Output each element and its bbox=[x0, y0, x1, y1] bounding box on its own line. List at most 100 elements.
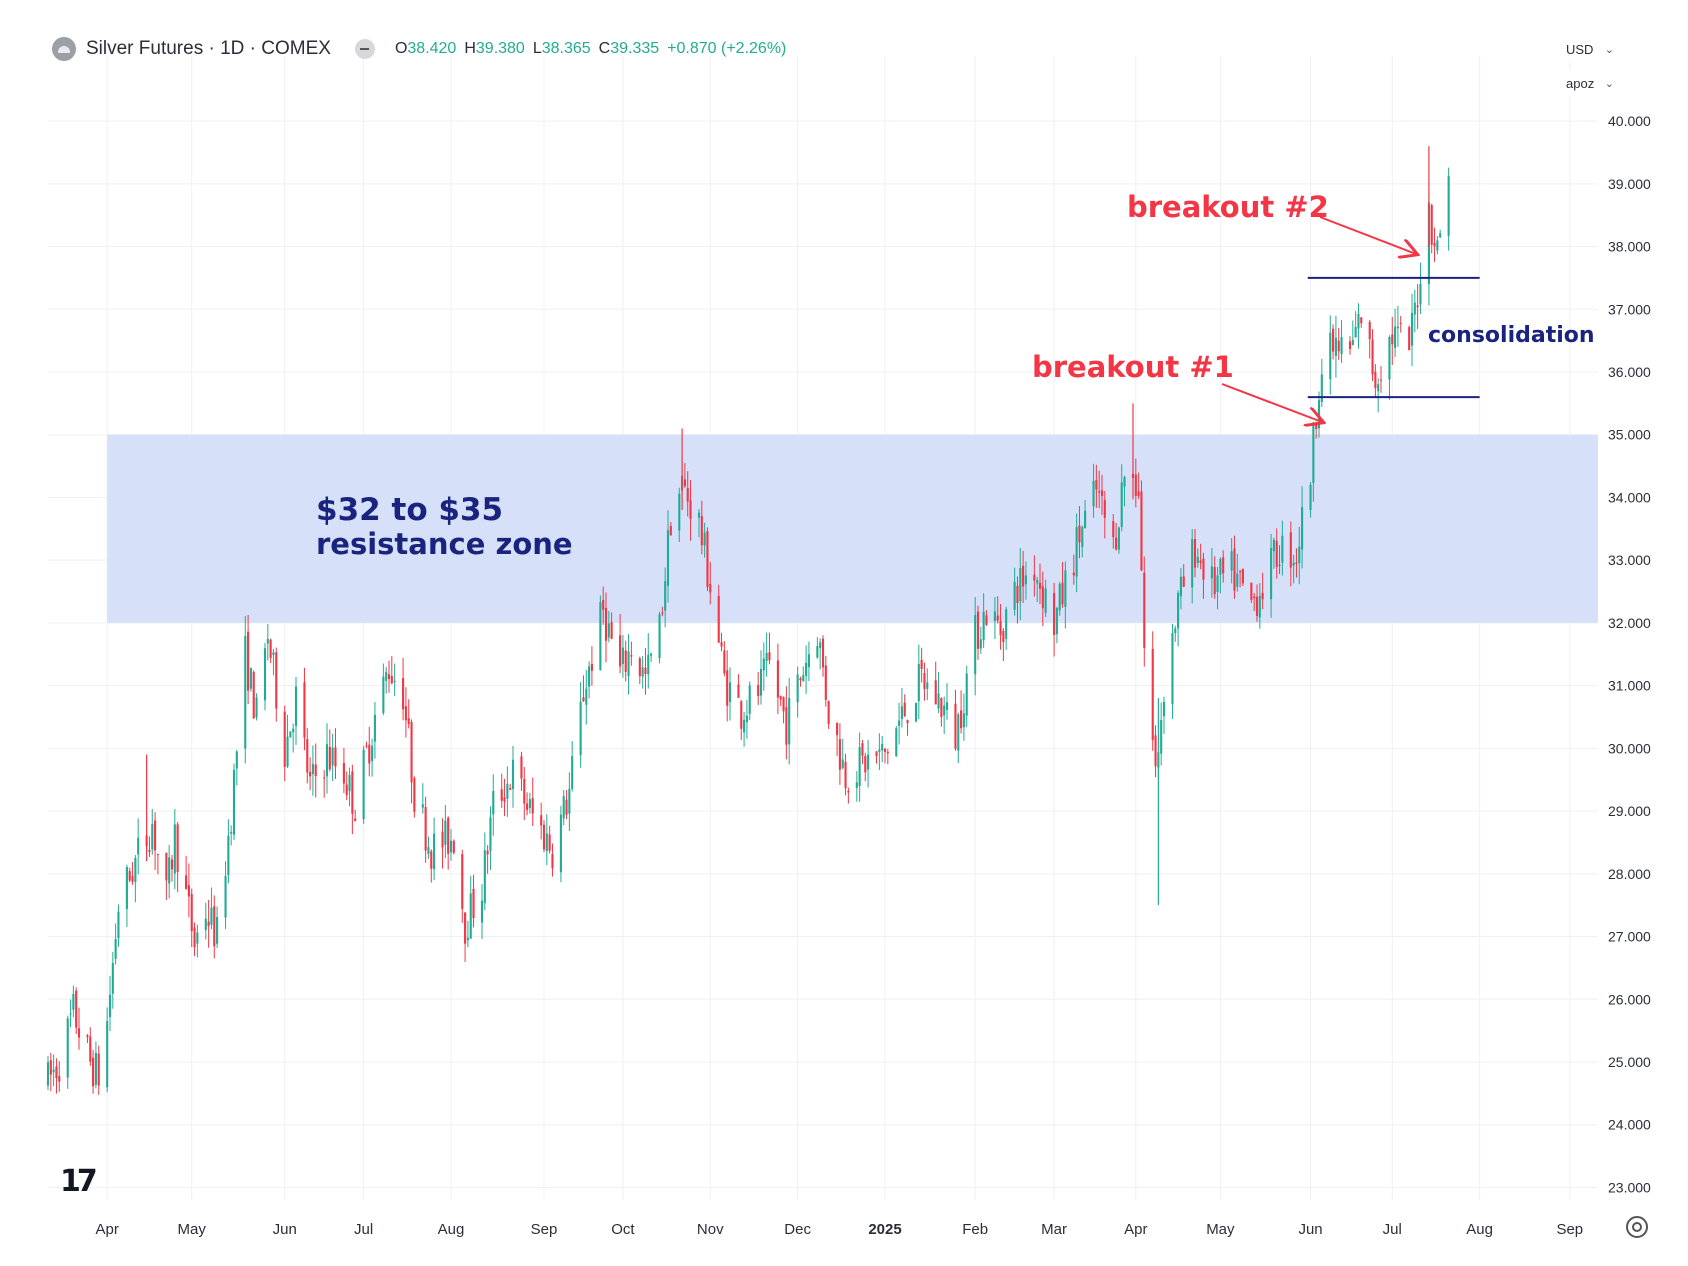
candle-body bbox=[1410, 312, 1414, 346]
candle-body bbox=[421, 804, 424, 808]
ohlc-label: C bbox=[598, 40, 611, 57]
candle-body bbox=[269, 639, 272, 658]
candle-body bbox=[624, 650, 627, 672]
candle-body bbox=[235, 751, 238, 769]
candle-body bbox=[836, 722, 839, 736]
unit-dropdown[interactable]: apoz ⌄ bbox=[1560, 70, 1620, 96]
candle-body bbox=[844, 761, 847, 789]
candle-body bbox=[881, 743, 884, 751]
candle-body bbox=[545, 833, 548, 852]
candle-body bbox=[664, 581, 667, 611]
zone-label-line2: resistance zone bbox=[316, 527, 573, 561]
candle-body bbox=[176, 824, 179, 872]
candle-body bbox=[1368, 321, 1371, 340]
candle-body bbox=[1236, 573, 1239, 587]
candle-body bbox=[607, 623, 610, 638]
candle-body bbox=[325, 744, 329, 777]
candle-body bbox=[740, 701, 743, 729]
zone-label-line1: $32 to $35 bbox=[316, 492, 503, 528]
candle-body bbox=[407, 718, 410, 725]
candle-body bbox=[1160, 719, 1163, 754]
time-tick-label: Apr bbox=[1124, 1221, 1147, 1238]
settings-gear-icon[interactable] bbox=[1626, 1216, 1648, 1238]
symbol-icon[interactable] bbox=[52, 37, 76, 61]
candle-body bbox=[461, 854, 464, 909]
candle-body bbox=[1371, 339, 1374, 375]
candle-body bbox=[1210, 566, 1213, 579]
candle-body bbox=[1072, 572, 1075, 576]
time-tick-label: Jun bbox=[273, 1221, 297, 1238]
price-axis: 40.000 39.000 38.000 37.000 36.000 35.000 34.0… bbox=[1598, 0, 1688, 1266]
candle-body bbox=[1174, 628, 1177, 634]
candle-body bbox=[365, 745, 368, 747]
candle-body bbox=[151, 824, 154, 850]
candle-body bbox=[204, 918, 207, 931]
price-tick-label: 37.000 bbox=[1608, 301, 1651, 317]
price-tick-label: 30.000 bbox=[1608, 740, 1651, 756]
candle-body bbox=[1151, 648, 1154, 740]
candle-body bbox=[686, 488, 689, 502]
price-tick-label: 28.000 bbox=[1608, 866, 1651, 882]
candle-body bbox=[1123, 477, 1126, 487]
candle-body bbox=[1078, 525, 1081, 543]
candle-body bbox=[999, 621, 1002, 636]
candle-body bbox=[1413, 302, 1416, 315]
candle-body bbox=[923, 673, 926, 690]
candle-body bbox=[345, 784, 348, 796]
candle-body bbox=[669, 525, 672, 536]
candle-body bbox=[985, 615, 988, 625]
currency-dropdown[interactable]: USD ⌄ bbox=[1560, 36, 1620, 62]
candle-body bbox=[286, 736, 289, 767]
candle-body bbox=[444, 820, 447, 845]
candle-body bbox=[106, 1020, 109, 1088]
candle-body bbox=[683, 479, 686, 487]
candle-body bbox=[373, 714, 376, 742]
candle-body bbox=[945, 702, 949, 711]
candle-body bbox=[926, 682, 929, 690]
candle-body bbox=[125, 867, 128, 909]
candle-body bbox=[1038, 582, 1042, 589]
candle-body bbox=[993, 611, 996, 621]
candle-body bbox=[847, 790, 850, 793]
collapse-legend-button[interactable] bbox=[354, 39, 375, 59]
candle-body bbox=[619, 635, 622, 667]
candle-body bbox=[1332, 328, 1335, 352]
candle-body bbox=[424, 807, 427, 851]
candle-body bbox=[154, 820, 157, 851]
time-tick-label: May bbox=[178, 1221, 207, 1238]
candle-body bbox=[86, 1035, 89, 1038]
candle-body bbox=[799, 678, 802, 681]
time-tick-label: Oct bbox=[611, 1221, 635, 1238]
candle-body bbox=[1261, 592, 1264, 600]
candle-body bbox=[1182, 576, 1185, 587]
candle-body bbox=[1193, 539, 1197, 568]
candle-body bbox=[1143, 572, 1146, 648]
candle-body bbox=[314, 764, 317, 777]
candle-body bbox=[469, 893, 472, 939]
candle-body bbox=[689, 500, 692, 519]
symbol-title[interactable]: Silver Futures · 1D · COMEX bbox=[86, 38, 331, 59]
time-tick-label: Mar bbox=[1041, 1221, 1067, 1238]
candle-body bbox=[1396, 326, 1399, 329]
candle-body bbox=[55, 1066, 58, 1079]
time-tick-label: Sep bbox=[531, 1221, 558, 1238]
candle-body bbox=[255, 697, 258, 718]
candle-body bbox=[900, 706, 903, 719]
unit-value: apoz bbox=[1566, 75, 1595, 91]
price-tick-label: 39.000 bbox=[1608, 176, 1651, 192]
candle-body bbox=[1278, 564, 1281, 566]
candle-body bbox=[602, 599, 605, 610]
candle-body bbox=[827, 700, 830, 725]
candle-body bbox=[1275, 540, 1278, 567]
candles bbox=[46, 146, 1450, 1095]
candle-body bbox=[1115, 537, 1118, 550]
candle-body bbox=[449, 840, 453, 853]
candle-body bbox=[982, 611, 985, 641]
candle-body bbox=[413, 778, 416, 812]
candle-body bbox=[272, 652, 275, 656]
candle-body bbox=[193, 927, 196, 948]
candle-body bbox=[224, 875, 227, 918]
candle-body bbox=[433, 833, 436, 870]
tradingview-logo-icon[interactable]: 17 bbox=[60, 1164, 98, 1199]
